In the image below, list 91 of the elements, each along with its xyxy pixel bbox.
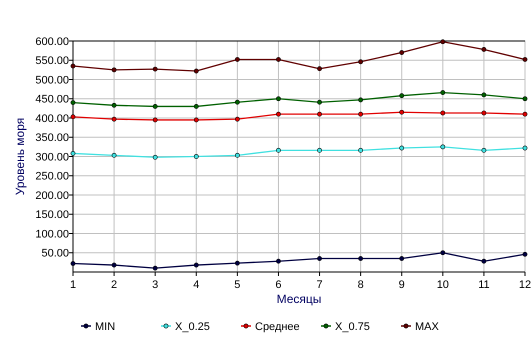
y-tick-label: 300.00 xyxy=(35,151,69,164)
point xyxy=(440,250,446,256)
y-tick-label: 100.00 xyxy=(35,228,69,240)
point xyxy=(482,47,486,52)
point xyxy=(522,146,528,150)
point xyxy=(482,148,486,153)
point xyxy=(399,146,404,150)
point xyxy=(399,256,404,261)
point xyxy=(152,104,158,109)
legend-label: MAX xyxy=(415,320,440,333)
point xyxy=(70,64,76,68)
point xyxy=(358,256,364,261)
point xyxy=(152,154,158,160)
point xyxy=(317,256,322,261)
point xyxy=(522,96,528,102)
point xyxy=(358,112,364,117)
point xyxy=(317,112,322,117)
x-tick-label: 10 xyxy=(436,279,449,291)
y-tick-label: 350.00 xyxy=(35,132,69,144)
point xyxy=(317,66,322,72)
point xyxy=(112,67,116,72)
legend-label: X_0.75 xyxy=(335,320,370,333)
point xyxy=(399,93,404,98)
point xyxy=(112,152,116,158)
point xyxy=(152,118,158,122)
y-tick-label: 600.00 xyxy=(35,36,69,48)
point xyxy=(112,262,116,268)
point xyxy=(522,112,528,117)
point xyxy=(399,50,404,55)
point xyxy=(70,114,76,120)
y-tick-label: 250.00 xyxy=(35,170,69,183)
point xyxy=(194,104,199,109)
point xyxy=(194,68,199,74)
legend-label: Среднее xyxy=(255,320,300,333)
point xyxy=(522,57,528,62)
x-tick-label: 5 xyxy=(234,279,240,291)
point xyxy=(234,116,240,122)
point xyxy=(194,118,199,122)
x-tick-label: 12 xyxy=(518,279,532,291)
point xyxy=(440,110,446,116)
y-tick-label: 450.00 xyxy=(35,94,69,106)
x-tick-label: 11 xyxy=(478,279,490,291)
point xyxy=(276,96,281,102)
point xyxy=(194,154,199,159)
point xyxy=(112,116,116,122)
point xyxy=(482,258,486,264)
point xyxy=(317,148,322,153)
point xyxy=(276,148,281,153)
x-tick-label: 2 xyxy=(111,279,118,291)
y-axis-title: Уровень моря xyxy=(13,118,27,196)
point xyxy=(152,266,158,271)
point xyxy=(440,39,446,44)
point xyxy=(317,100,322,105)
point xyxy=(70,100,76,106)
point xyxy=(234,57,240,62)
point xyxy=(70,261,76,266)
point xyxy=(276,258,281,264)
legend-label: X_0.25 xyxy=(175,320,210,333)
point xyxy=(112,102,116,108)
point xyxy=(276,57,281,62)
point xyxy=(234,152,240,158)
point xyxy=(358,148,364,153)
y-tick-label: 550.00 xyxy=(35,55,69,68)
x-tick-label: 7 xyxy=(316,279,323,291)
point xyxy=(358,98,364,102)
point xyxy=(70,151,76,156)
point xyxy=(234,260,240,266)
x-tick-label: 6 xyxy=(275,279,282,291)
point xyxy=(482,92,486,98)
point xyxy=(234,100,240,105)
x-axis-title: Месяцы xyxy=(276,292,322,306)
point xyxy=(440,90,446,95)
point xyxy=(482,110,486,116)
y-tick-label: 50.00 xyxy=(41,248,69,260)
y-tick-label: 500.00 xyxy=(35,74,69,86)
x-tick-label: 8 xyxy=(358,279,364,291)
point xyxy=(276,112,281,117)
point xyxy=(194,262,199,268)
y-tick-label: 400.00 xyxy=(35,112,69,125)
legend-label: MIN xyxy=(95,320,116,333)
x-tick-label: 9 xyxy=(398,279,405,291)
point xyxy=(152,66,158,72)
y-tick-label: 150.00 xyxy=(35,209,69,222)
x-tick-label: 1 xyxy=(70,279,76,291)
point xyxy=(399,110,404,115)
x-tick-label: 4 xyxy=(193,279,200,291)
x-tick-label: 3 xyxy=(152,279,158,291)
y-tick-label: 200.00 xyxy=(35,190,69,202)
point xyxy=(522,252,528,257)
point xyxy=(440,144,446,150)
point xyxy=(358,59,364,64)
